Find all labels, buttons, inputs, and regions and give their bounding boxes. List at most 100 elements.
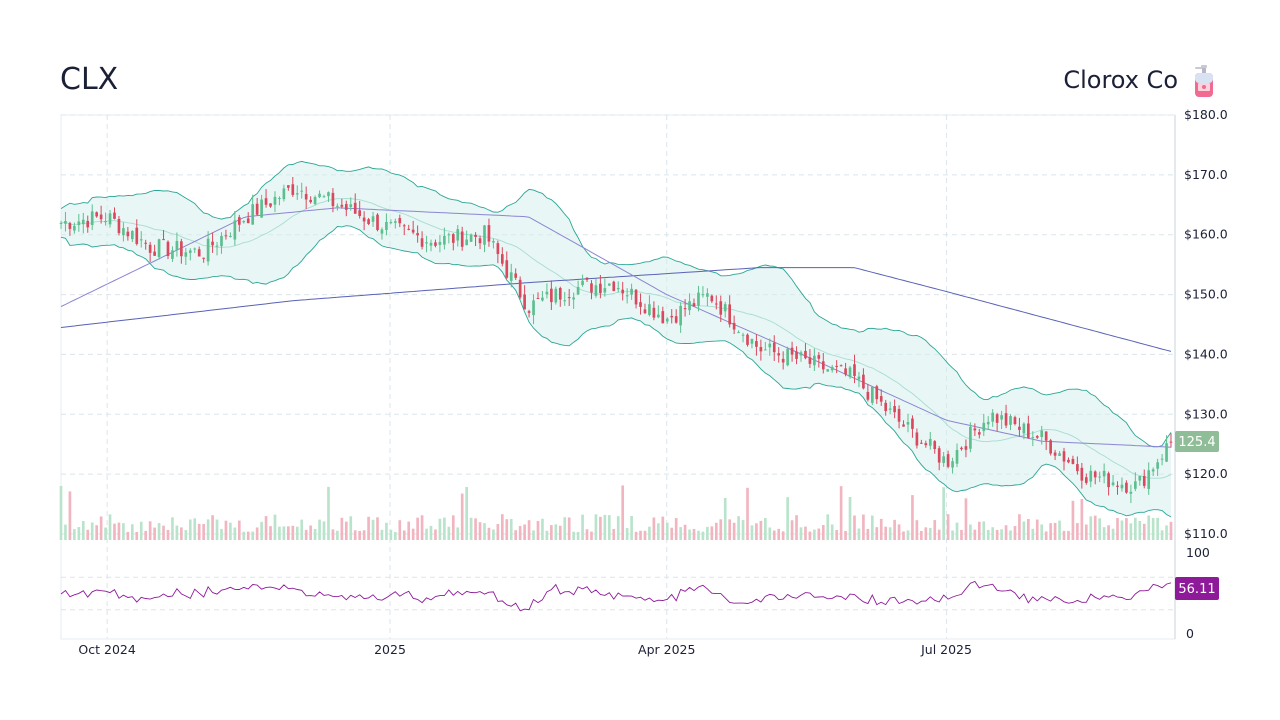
volume-bar (545, 530, 549, 540)
volume-bar (982, 521, 986, 540)
volume-bar (625, 528, 629, 540)
volume-bar (741, 520, 745, 540)
rsi-line (60, 580, 1172, 612)
volume-bar (853, 515, 856, 540)
candle-body (318, 193, 321, 198)
candle-body (353, 202, 357, 214)
volume-bar (750, 525, 754, 540)
candle-body (621, 289, 625, 294)
candle-body (536, 298, 540, 300)
volume-bar (1013, 526, 1017, 540)
volume-bar (563, 517, 567, 540)
volume-bars (59, 485, 1173, 540)
candle-body (1138, 475, 1142, 481)
volume-bar (1035, 519, 1039, 540)
candle-body (657, 314, 660, 318)
volume-bar (799, 527, 803, 540)
candle-body (1084, 477, 1088, 483)
company-name: Clorox Co (1063, 66, 1178, 94)
volume-bar (870, 515, 874, 540)
volume-bar (808, 531, 812, 540)
volume-bar (1169, 521, 1173, 540)
volume-bar (509, 518, 513, 540)
candle-body (1035, 436, 1039, 438)
candle-body (104, 221, 107, 223)
volume-bar (162, 525, 165, 540)
volume-bar (728, 519, 732, 540)
volume-bar (438, 518, 442, 540)
volume-bar (1147, 515, 1151, 540)
candle-body (394, 221, 397, 223)
candle-body (81, 219, 85, 225)
candle-body (1120, 484, 1124, 489)
candle-body (77, 221, 81, 226)
candle-body (799, 352, 803, 356)
candle-body (1022, 423, 1026, 434)
candle-body (1000, 415, 1003, 420)
candle-body (260, 199, 263, 218)
candle-body (300, 190, 304, 192)
candle-body (1165, 443, 1168, 462)
candle-body (237, 217, 241, 225)
volume-bar (652, 517, 656, 540)
date-tick-label: Jul 2025 (920, 642, 972, 657)
candle-body (616, 287, 620, 290)
volume-bar (402, 530, 406, 540)
volume-bar (951, 530, 954, 540)
volume-bar (1129, 523, 1133, 540)
band-area (61, 161, 1171, 517)
volume-bar (821, 525, 825, 540)
candle-body (674, 316, 678, 323)
candle-body (1027, 423, 1030, 439)
candle-body (362, 217, 366, 222)
lower-band-line (60, 225, 1172, 518)
date-axis: Oct 2024 2025 Apr 2025 Jul 2025 (78, 642, 972, 657)
volume-bar (884, 526, 888, 540)
volume-bar (616, 516, 620, 540)
candle-body (995, 414, 999, 423)
volume-bar (451, 515, 455, 540)
candle-body (710, 295, 714, 302)
candle-body (1156, 462, 1159, 469)
volume-bar (148, 521, 152, 540)
candle-body (295, 193, 299, 195)
volume-bar (220, 528, 223, 540)
volume-bar (1076, 523, 1079, 540)
candle-body (478, 238, 482, 244)
candle-body (349, 204, 353, 207)
candle-body (911, 418, 914, 429)
candle-body (505, 260, 509, 278)
volume-bar (991, 527, 995, 540)
volume-bar (496, 524, 500, 540)
volume-bar (839, 486, 843, 540)
candle-body (683, 308, 687, 310)
candle-body (1013, 417, 1017, 425)
volume-bar (104, 527, 107, 540)
candle-body (563, 300, 567, 302)
candle-body (434, 242, 437, 246)
candle-body (1093, 471, 1097, 478)
candle-body (367, 219, 370, 224)
volume-bar (928, 527, 932, 540)
candle-body (1076, 464, 1079, 472)
candle-body (951, 461, 954, 468)
candle-body (576, 286, 580, 295)
volume-bar (924, 527, 928, 540)
candle-body (344, 204, 348, 210)
volume-bar (188, 519, 192, 540)
volume-bar (313, 528, 317, 540)
candle-body (1040, 430, 1044, 438)
volume-bar (665, 522, 669, 540)
volume-bar (1125, 518, 1128, 540)
volume-bar (933, 520, 937, 540)
volume-bar (723, 497, 727, 540)
candle-body (1071, 458, 1075, 464)
candle-body (634, 289, 638, 305)
volume-bar (416, 517, 419, 540)
candle-body (541, 297, 544, 301)
candle-body (86, 220, 90, 228)
volume-bar (411, 528, 415, 540)
candle-body (839, 365, 843, 367)
volume-bar (300, 519, 304, 540)
